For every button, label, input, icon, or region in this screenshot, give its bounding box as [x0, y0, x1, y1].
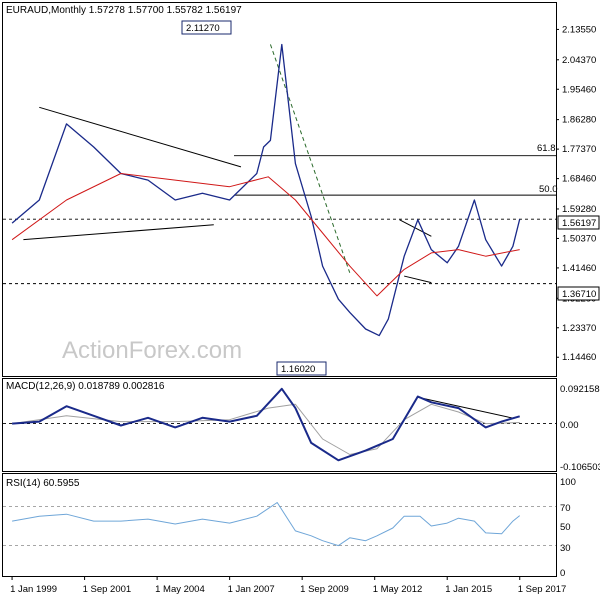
trendline — [39, 106, 242, 168]
rsi-ytick-100: 100 — [560, 477, 576, 488]
support-level-label: 1.36710 — [562, 289, 596, 300]
macd-ytick-top: 0.092158 — [560, 384, 600, 395]
price-ytick-label: 1.59280 — [562, 204, 596, 215]
macd-ytick-zero: 0.00 — [560, 420, 579, 431]
price-series-line — [11, 43, 521, 337]
macd-line — [12, 387, 520, 462]
x-tick-label: 1 Sep 2009 — [300, 584, 349, 595]
price-ytick-label: 1.23370 — [562, 323, 596, 334]
high-callout-label: 2.11270 — [186, 23, 220, 34]
rsi-ytick-50: 50 — [560, 522, 571, 533]
watermark: ActionForex.com — [62, 337, 242, 364]
price-ytick-label: 1.95460 — [562, 84, 596, 95]
x-tick-label: 1 Jan 2015 — [445, 584, 492, 595]
macd-signal-line — [12, 403, 520, 455]
price-ytick-label: 1.86280 — [562, 115, 596, 126]
trendline — [23, 224, 214, 241]
high-callout-box — [181, 20, 232, 35]
x-tick-label: 1 May 2004 — [155, 584, 205, 595]
current-price-label: 1.56197 — [562, 218, 596, 229]
price-ytick-label: 2.04370 — [562, 55, 596, 66]
trendlines — [23, 44, 514, 419]
rsi-header: RSI(14) 60.5955 — [6, 478, 80, 489]
macd-ytick-bottom: -0.106503 — [560, 462, 600, 473]
x-tick-label: 1 Sep 2001 — [83, 584, 132, 595]
low-callout-box — [276, 361, 327, 376]
support-level-box — [557, 286, 600, 301]
rsi-ytick-0: 0 — [560, 568, 565, 579]
fib-61-8-label: 61.8 — [537, 143, 556, 154]
x-tick-label: 1 Sep 2017 — [518, 584, 567, 595]
rsi-line — [12, 502, 521, 547]
price-header: EURAUD,Monthly 1.57278 1.57700 1.55782 1… — [6, 5, 242, 16]
x-axis-labels: 1 Jan 1999 1 Sep 2001 1 May 2004 1 Jan 2007… — [10, 576, 566, 595]
price-panel-frame — [2, 2, 557, 377]
x-tick-label: 1 May 2012 — [373, 584, 423, 595]
fib-50-0-label: 50.0 — [539, 184, 558, 195]
price-ytick-label: 1.77370 — [562, 144, 596, 155]
price-ytick-label: 2.13550 — [562, 24, 596, 35]
price-ytick-label: 1.50370 — [562, 233, 596, 244]
trendline — [417, 396, 514, 419]
rsi-panel-frame — [2, 473, 557, 577]
series-lines — [11, 43, 521, 547]
trendline — [269, 44, 351, 273]
trendline — [399, 219, 432, 237]
macd-header: MACD(12,26,9) 0.018789 0.002816 — [6, 381, 165, 392]
trendline — [404, 275, 432, 284]
price-ytick-label: 1.68460 — [562, 174, 596, 185]
rsi-ytick-30: 30 — [560, 543, 571, 554]
x-tick-label: 1 Jan 2007 — [228, 584, 275, 595]
moving-average-line — [11, 173, 520, 297]
macd-panel-frame — [2, 378, 557, 472]
x-tick-label: 1 Jan 1999 — [10, 584, 57, 595]
rsi-ytick-70: 70 — [560, 503, 571, 514]
price-ytick-label: 1.41460 — [562, 263, 596, 274]
current-price-box — [557, 215, 600, 230]
low-callout-label: 1.16020 — [281, 364, 315, 375]
price-ytick-label: 1.14460 — [562, 352, 596, 363]
